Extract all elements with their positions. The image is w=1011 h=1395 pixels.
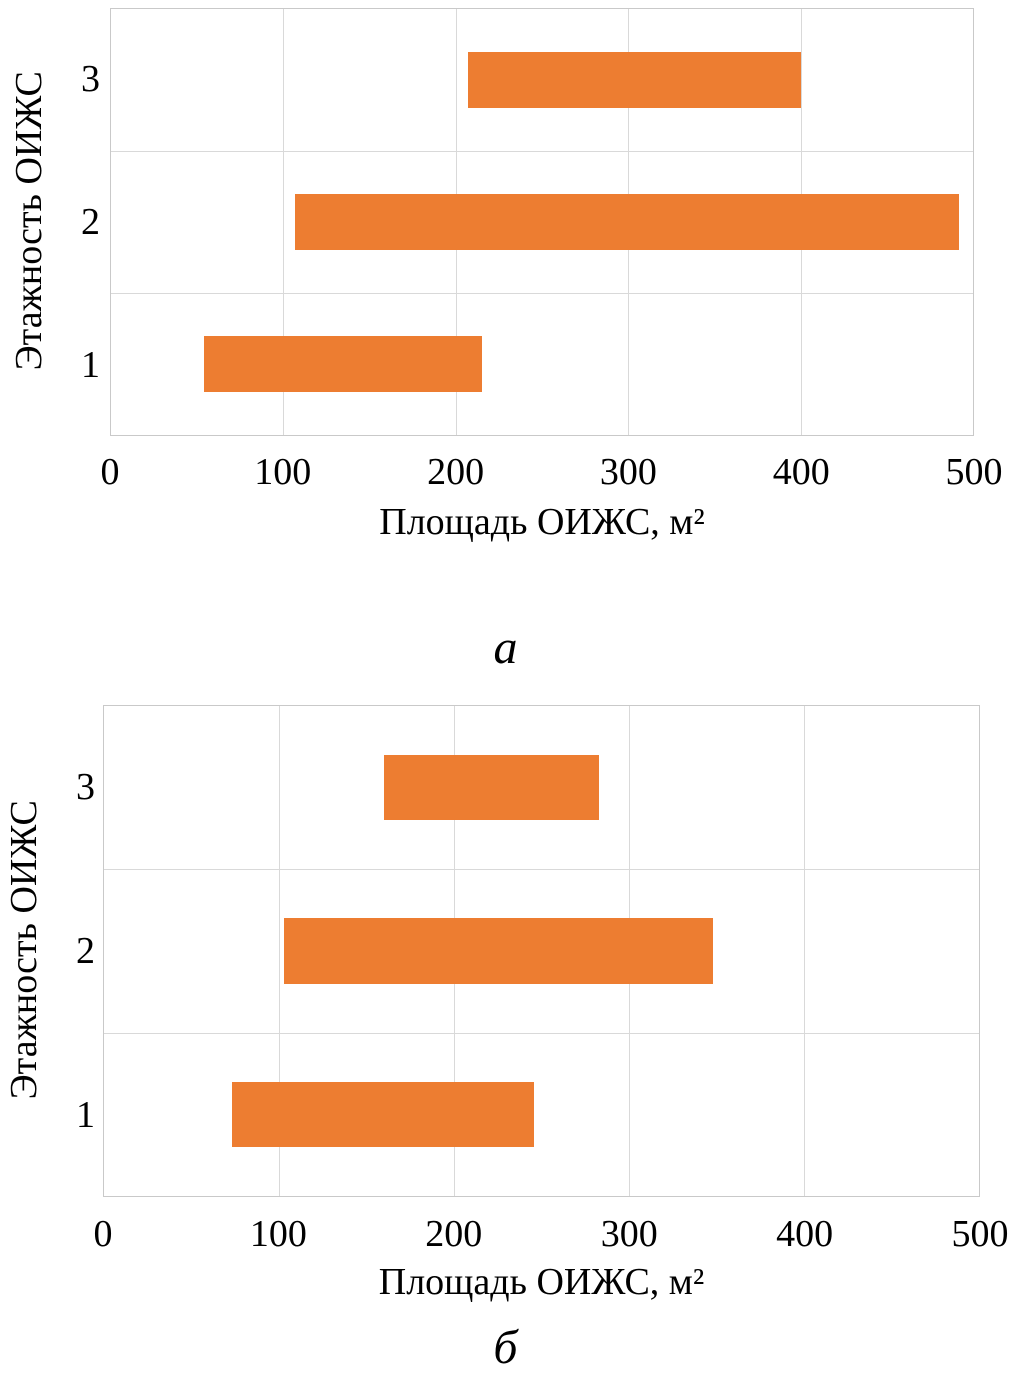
x-tick-label-0: 0 (100, 451, 120, 493)
range-bar-floors-2 (284, 918, 713, 984)
chart-letter-b: б (493, 1321, 518, 1374)
x-axis-title-a: Площадь ОИЖС, м² (379, 501, 705, 543)
y-tick-label-1: 1 (81, 343, 100, 386)
gridline-x-400 (804, 706, 805, 1196)
gridline-x-100 (279, 706, 280, 1196)
chart-letter-a: а (493, 621, 518, 674)
gridline-row-1 (111, 150, 973, 152)
y-axis-ticks-b: 3 2 1 (25, 705, 95, 1197)
range-bar-floors-3 (467, 51, 801, 109)
gridline-x-100 (283, 9, 285, 435)
x-tick-label-200: 200 (425, 1213, 483, 1255)
y-axis-ticks-a: 3 2 1 (30, 8, 100, 436)
x-tick-label-200: 200 (427, 451, 485, 493)
x-axis-ticks-a: 0 100 200 300 400 500 (101, 451, 1003, 498)
gridline-row-2 (104, 1032, 979, 1034)
x-tick-label-0: 0 (93, 1213, 113, 1255)
y-tick-label-2: 2 (81, 201, 100, 243)
x-axis-title-b: Площадь ОИЖС, м² (378, 1261, 705, 1303)
y-tick-label-3: 3 (81, 58, 100, 101)
range-bar-floors-3 (384, 755, 600, 821)
y-tick-label-1: 1 (76, 1094, 95, 1136)
x-tick-label-100: 100 (249, 1213, 307, 1255)
x-tick-label-500: 500 (945, 451, 1003, 493)
x-axis-ticks-b: 0 100 200 300 400 500 (94, 1213, 1009, 1260)
range-bar-floors-1 (231, 1081, 535, 1147)
x-tick-label-300: 300 (600, 1213, 658, 1255)
x-tick-label-400: 400 (772, 451, 830, 493)
x-tick-label-400: 400 (776, 1213, 834, 1255)
x-tick-label-500: 500 (951, 1213, 1009, 1255)
range-bar-floors-1 (204, 335, 482, 393)
y-tick-label-2: 2 (76, 930, 95, 972)
range-bar-floors-2 (295, 193, 960, 251)
plot-area-a (110, 8, 974, 436)
plot-area-b (103, 705, 980, 1197)
x-tick-label-100: 100 (254, 451, 312, 493)
x-tick-label-300: 300 (599, 451, 657, 493)
y-tick-label-3: 3 (76, 766, 95, 808)
gridline-row-2 (111, 292, 973, 294)
gridline-row-1 (104, 869, 979, 871)
